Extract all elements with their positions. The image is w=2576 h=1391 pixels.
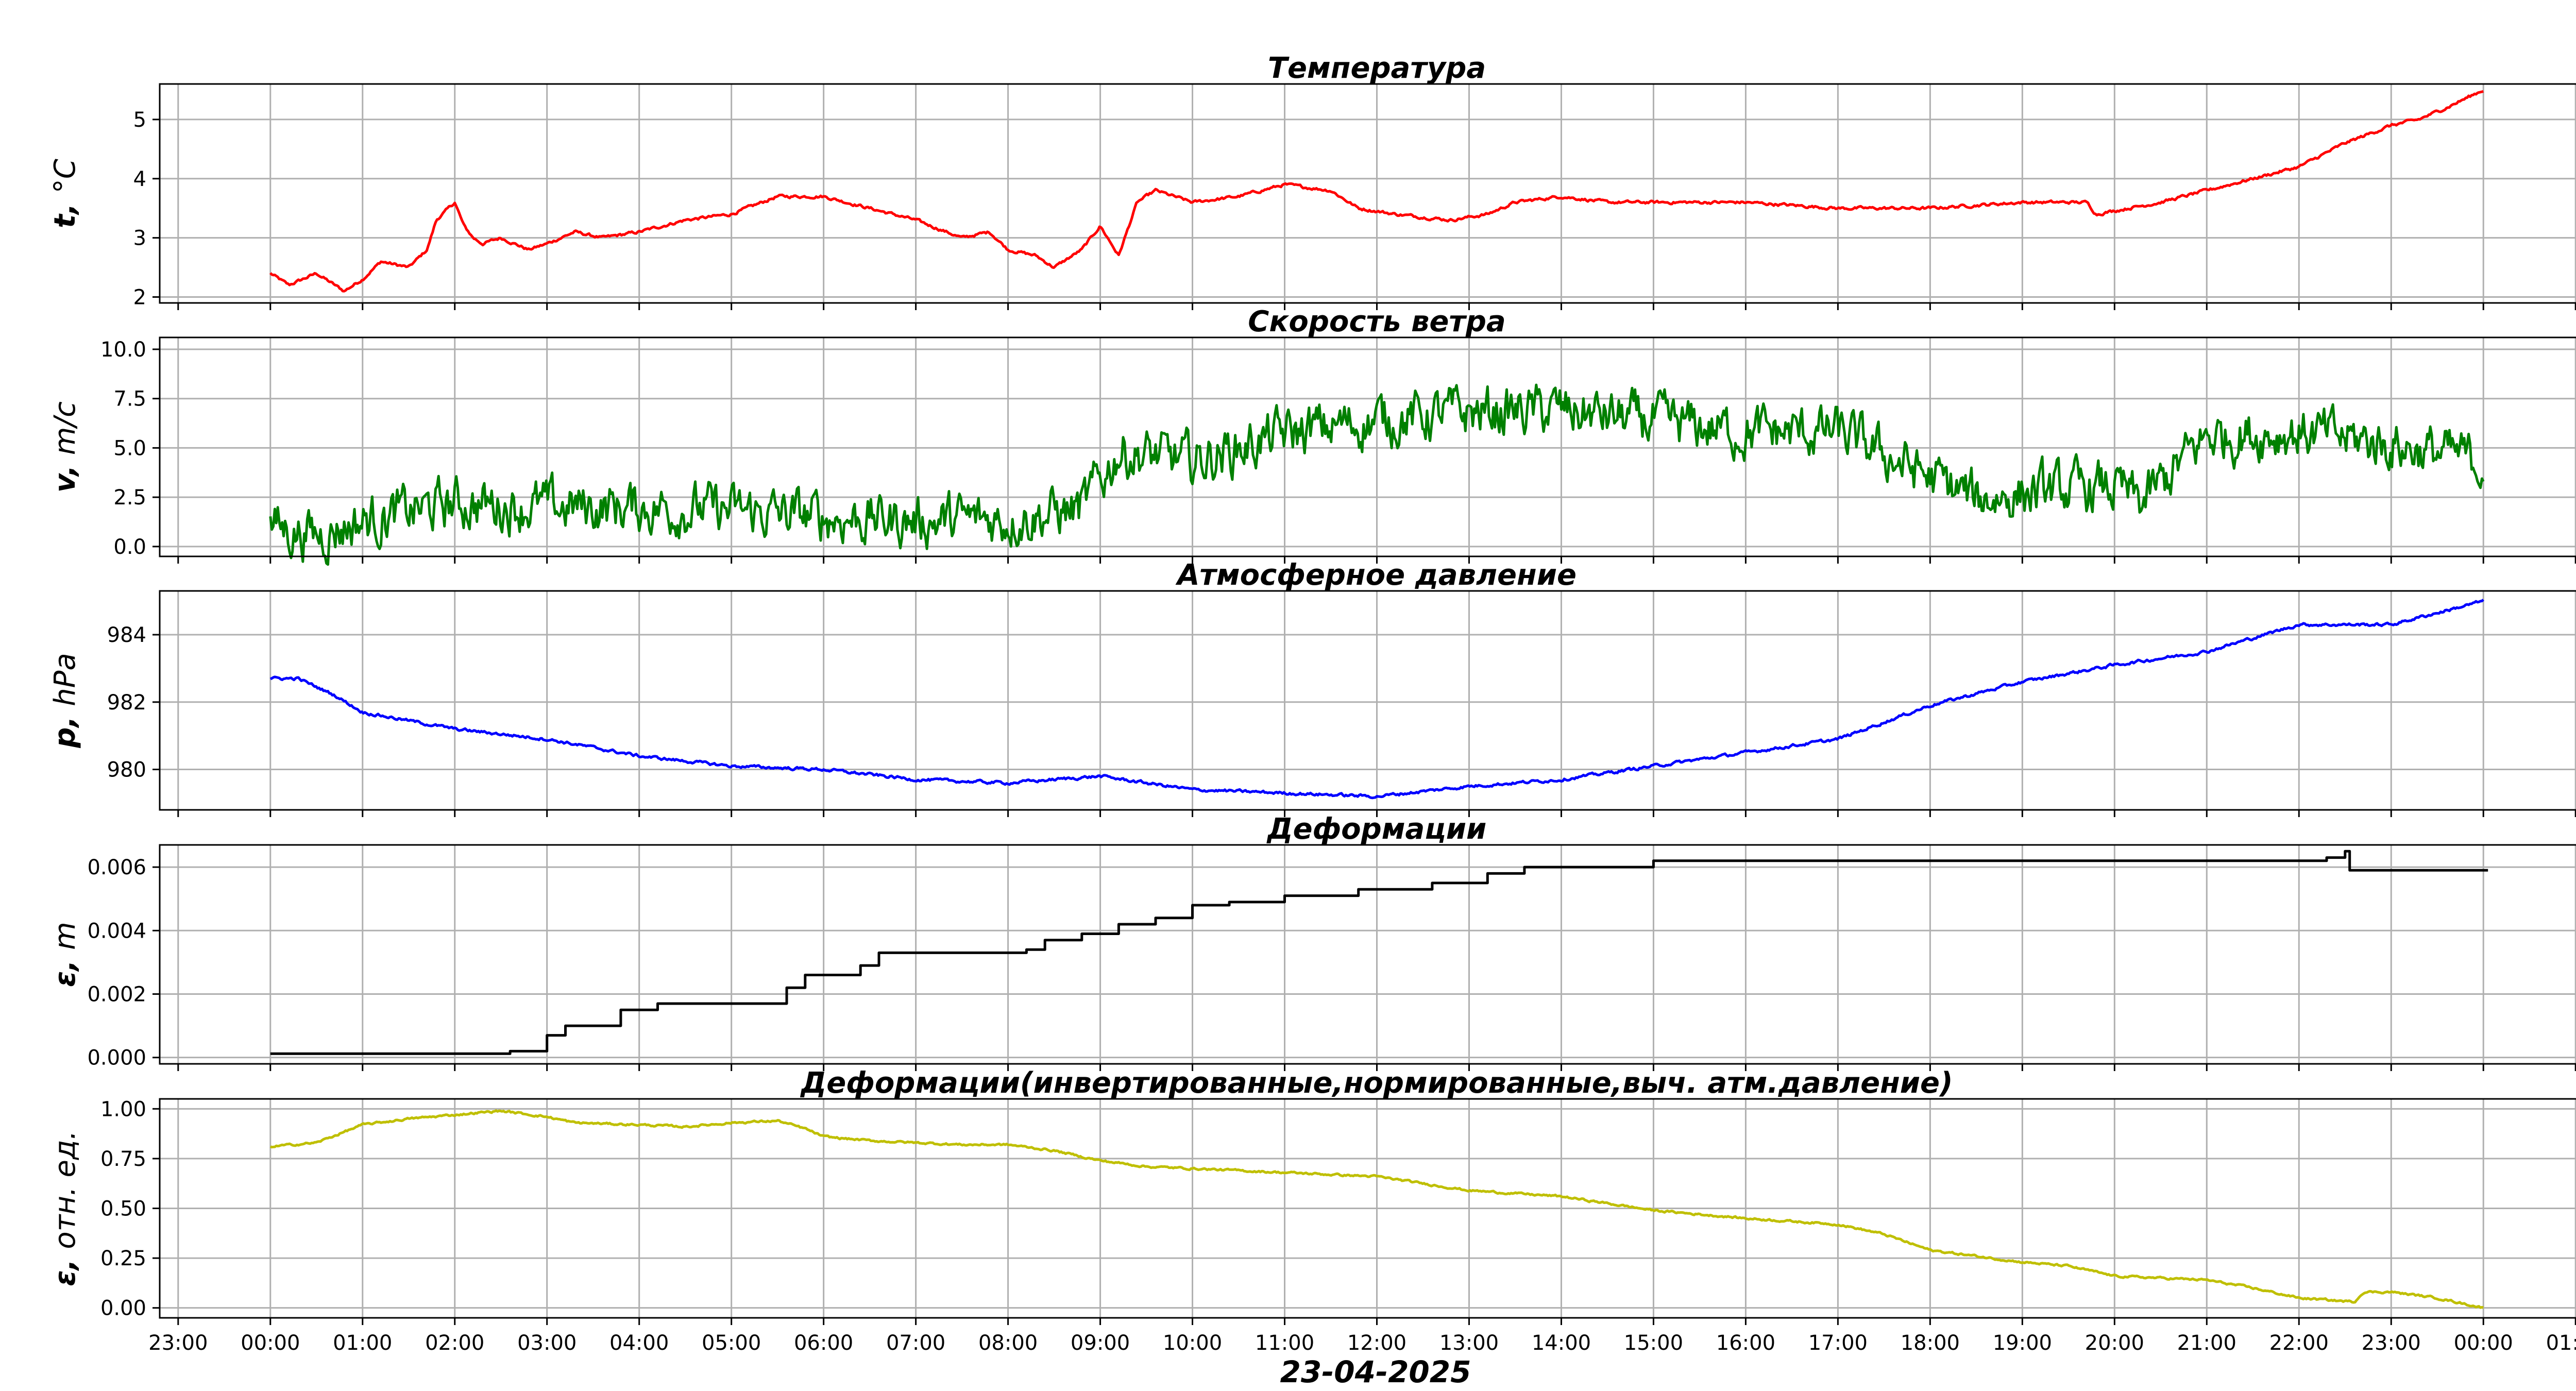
- y-axis-label: ε, m: [48, 922, 82, 987]
- axes-frame: [159, 844, 2576, 1065]
- y-tick-label: 982: [107, 691, 146, 715]
- x-tick-label: 20:00: [2085, 1331, 2144, 1355]
- y-tick-label: 0.50: [100, 1197, 146, 1221]
- y-tick-label: 0.006: [87, 856, 146, 879]
- series-line: [269, 1109, 2484, 1309]
- axes-frame: [159, 590, 2576, 811]
- y-tick-label: 10.0: [100, 338, 146, 362]
- y-tick-label: 4: [133, 167, 146, 191]
- x-tick-label: 11:00: [1255, 1331, 1314, 1355]
- y-tick-label: 0.004: [87, 919, 146, 943]
- x-tick-label: 04:00: [609, 1331, 669, 1355]
- x-tick-label: 22:00: [2269, 1331, 2329, 1355]
- y-tick-label: 0.00: [100, 1297, 146, 1320]
- y-tick-label: 7.5: [113, 387, 146, 411]
- axes-frame: [159, 83, 2576, 304]
- y-tick-label: 2: [133, 286, 146, 310]
- series-line: [269, 383, 2485, 566]
- x-tick-label: 19:00: [1993, 1331, 2052, 1355]
- x-tick-label: 03:00: [517, 1331, 577, 1355]
- panel-title: Температура: [1268, 52, 1486, 85]
- series-line: [269, 90, 2484, 293]
- panels-group: 2 3 4 5 Температура t, °C 0.0 2.5 5.0 7.5 10.0 Скор…: [48, 52, 2576, 1355]
- y-tick-label: 0.0: [113, 535, 146, 559]
- x-tick-label: 14:00: [1532, 1331, 1591, 1355]
- x-tick-label: 01:00: [2546, 1331, 2576, 1355]
- y-tick-label: 1.00: [100, 1097, 146, 1121]
- x-axis-label: 23-04-2025: [1280, 1354, 1471, 1389]
- y-tick-label: 984: [107, 623, 146, 647]
- axes-frame: [159, 1098, 2576, 1319]
- x-tick-label: 02:00: [425, 1331, 484, 1355]
- y-axis-label: p, hPa: [48, 653, 82, 748]
- y-tick-label: 2.5: [113, 486, 146, 510]
- x-tick-label: 17:00: [1808, 1331, 1868, 1355]
- panel-title: Скорость ветра: [1248, 305, 1505, 338]
- y-tick-label: 0.000: [87, 1046, 146, 1070]
- axes-frame: [159, 336, 2576, 557]
- x-tick-label: 18:00: [1901, 1331, 1960, 1355]
- x-tick-label: 08:00: [978, 1331, 1038, 1355]
- y-tick-label: 0.25: [100, 1247, 146, 1270]
- y-tick-label: 5.0: [113, 436, 146, 460]
- x-tick-label: 05:00: [702, 1331, 761, 1355]
- y-tick-label: 5: [133, 108, 146, 132]
- y-axis-label: v, m/c: [48, 401, 82, 493]
- x-tick-label: 00:00: [241, 1331, 300, 1355]
- x-tick-label: 01:00: [333, 1331, 392, 1355]
- panel-title: Деформации: [1266, 812, 1487, 846]
- y-tick-label: 0.002: [87, 982, 146, 1006]
- panel-title: Деформации(инвертированные,нормированные…: [800, 1066, 1953, 1100]
- x-tick-label: 07:00: [886, 1331, 945, 1355]
- x-tick-label: 21:00: [2177, 1331, 2236, 1355]
- x-tick-label: 23:00: [2362, 1331, 2421, 1355]
- y-tick-label: 3: [133, 227, 146, 250]
- x-tick-label: 15:00: [1624, 1331, 1683, 1355]
- x-tick-label: 00:00: [2454, 1331, 2513, 1355]
- x-tick-label: 10:00: [1163, 1331, 1222, 1355]
- y-axis-label: t, °C: [48, 159, 82, 228]
- series-line: [269, 599, 2484, 800]
- x-tick-label: 16:00: [1716, 1331, 1775, 1355]
- series-line: [270, 850, 2488, 1055]
- y-tick-label: 0.75: [100, 1147, 146, 1171]
- y-tick-label: 980: [107, 758, 146, 782]
- x-tick-label: 12:00: [1347, 1331, 1406, 1355]
- panel-title: Атмосферное давление: [1175, 558, 1577, 592]
- x-tick-label: 09:00: [1071, 1331, 1130, 1355]
- x-tick-label: 06:00: [794, 1331, 853, 1355]
- x-tick-label: 13:00: [1439, 1331, 1499, 1355]
- x-tick-label: 23:00: [148, 1331, 208, 1355]
- y-axis-label: ε, отн. ед.: [48, 1130, 82, 1286]
